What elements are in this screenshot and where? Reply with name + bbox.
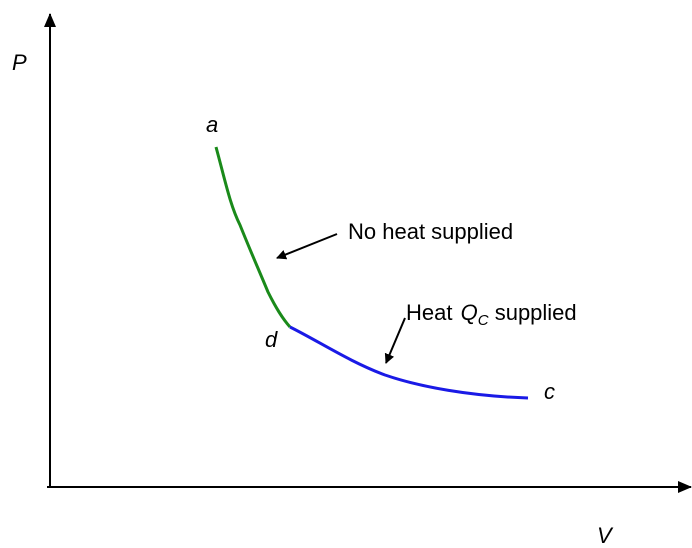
isothermal-curve [289, 325, 529, 400]
annotation: No heat supplied [348, 219, 513, 244]
y-axis-label: P [12, 50, 27, 75]
x-axis-label: V [597, 523, 614, 548]
adiabatic-curve [214, 146, 292, 328]
annotation-text: Heat [406, 300, 452, 325]
annotation-text: supplied [495, 300, 577, 325]
point-label: d [265, 327, 278, 352]
point-label: c [544, 379, 555, 404]
annotation: Heat QC supplied [406, 300, 577, 330]
point-label: a [206, 112, 218, 137]
annotation-symbol: Q [461, 300, 478, 325]
annotation-arrow [276, 233, 338, 260]
annotation-subscript: C [478, 312, 489, 329]
annotation-arrow [384, 317, 406, 364]
